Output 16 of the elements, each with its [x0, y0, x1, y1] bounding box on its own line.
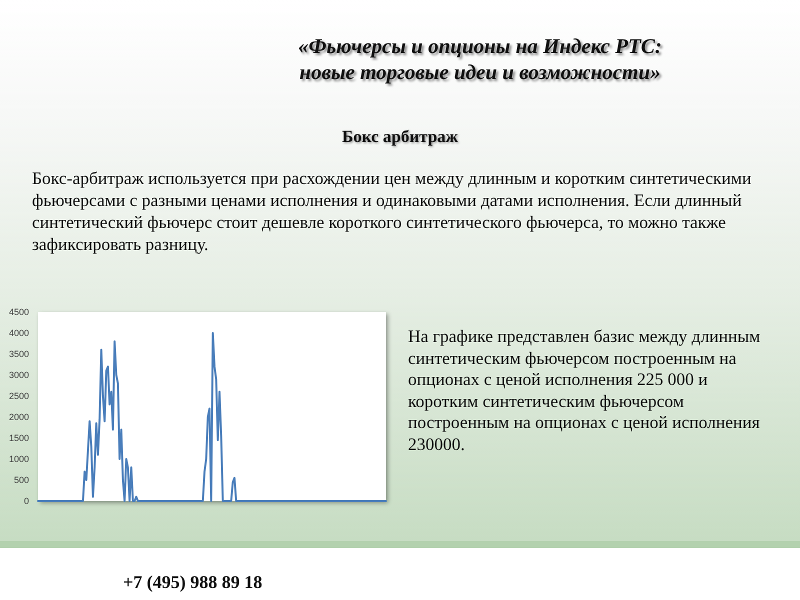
text: «Фьючерсы и опционы на Индекс РТС: новые торговые идеи и возможности»: [297, 33, 663, 85]
text: На графике представлен базис между длинным синтетическим фьючерсом построенным на опционах с ценой исполнения 225 000 и коротким синтетическим фьючерсом построенным на опционах с ценой исполнения 230000.: [408, 326, 762, 455]
y-tick-label: 0: [24, 496, 29, 506]
y-tick-label: 2500: [8, 391, 29, 401]
y-tick-label: 1000: [8, 454, 29, 464]
y-tick-label: 1500: [8, 433, 29, 443]
y-tick-label: 500: [14, 475, 29, 485]
line-series: [37, 332, 387, 502]
y-tick-label: 2000: [8, 412, 29, 422]
text: +7 (495) 988 89 18: [123, 571, 262, 593]
y-tick-label: 3000: [8, 370, 29, 380]
text: Бокс-арбитраж используется при расхождении цен между длинным и коротким синтетическими фьючерсами с разными ценами исполнения и одинаковыми датами исполнения. Если длинный синтетический фьючерс стоит дешевле короткого синтетического фьючерса, то можно также зафиксировать разницу.: [32, 167, 752, 255]
chart-subtitle: Бокс арбитраж: [341, 126, 459, 148]
y-tick-label: 4500: [8, 307, 29, 317]
y-tick-label: 3500: [8, 349, 29, 359]
y-tick-label: 4000: [8, 328, 29, 338]
